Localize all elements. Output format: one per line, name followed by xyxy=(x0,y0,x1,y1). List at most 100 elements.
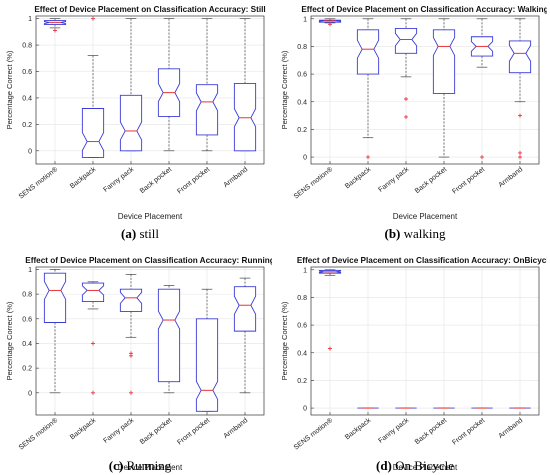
box-body xyxy=(81,282,105,302)
outlier-point xyxy=(91,16,95,21)
caption-still: (a) still xyxy=(5,226,275,242)
y-tick-label: 0 xyxy=(303,406,307,413)
y-tick-label: 0.6 xyxy=(22,69,32,76)
y-tick-label: 0.6 xyxy=(22,316,32,323)
y-tick-label: 0.2 xyxy=(297,127,307,134)
caption-text: walking xyxy=(400,226,446,241)
outlier-point xyxy=(404,114,408,119)
box-5 xyxy=(195,18,219,152)
box-body xyxy=(233,82,257,152)
box-body xyxy=(356,29,380,75)
box-body xyxy=(394,27,418,54)
x-tick-label: Front pocket xyxy=(451,417,486,447)
box-4 xyxy=(157,18,181,152)
box-1 xyxy=(318,269,342,351)
y-tick-label: 0.4 xyxy=(297,350,307,357)
plot-frame xyxy=(310,266,540,416)
outlier-point xyxy=(91,341,95,346)
x-tick-label: SENS motion® xyxy=(292,165,335,201)
x-tick-label: Armband xyxy=(498,166,525,189)
x-tick-label: Fanny pack xyxy=(377,417,410,445)
chart-panel-walking: Effect of Device Placement on Classifica… xyxy=(277,4,547,222)
box-6 xyxy=(233,277,257,394)
y-tick-label: 0 xyxy=(303,155,307,162)
box-body xyxy=(508,40,532,74)
box-body xyxy=(81,108,105,158)
caption-onbicycle: (d) On Bicycle xyxy=(280,458,550,474)
box-6 xyxy=(508,18,532,160)
x-tick-label: Back pocket xyxy=(414,417,448,446)
boxplot-chart: Effect of Device Placement on Classifica… xyxy=(280,5,547,221)
x-tick-label: Backpack xyxy=(69,417,98,442)
x-axis-label: Device Placement xyxy=(118,463,183,472)
x-tick-label: Backpack xyxy=(344,166,373,191)
box-6 xyxy=(233,18,257,152)
outlier-point xyxy=(328,346,332,351)
x-tick-label: Back pocket xyxy=(139,417,173,446)
y-tick-label: 0.4 xyxy=(297,99,307,106)
caption-running: (c) Running xyxy=(5,458,275,474)
outlier-point xyxy=(328,22,332,27)
boxplot-chart: Effect of Device Placement on Classifica… xyxy=(280,256,547,472)
box-5 xyxy=(195,288,219,412)
caption-text: Running xyxy=(123,458,172,473)
box-2 xyxy=(81,281,105,395)
box-4 xyxy=(432,18,456,158)
box-2 xyxy=(81,16,105,158)
outlier-point xyxy=(366,155,370,160)
box-3 xyxy=(394,18,418,119)
x-tick-label: Backpack xyxy=(344,417,373,442)
outlier-point xyxy=(91,390,95,395)
outlier-point xyxy=(518,113,522,118)
plot-frame xyxy=(35,266,265,416)
outlier-point xyxy=(129,353,133,358)
box-body xyxy=(43,272,67,323)
y-tick-label: 1 xyxy=(303,267,307,274)
box-3 xyxy=(119,18,143,152)
y-tick-label: 1 xyxy=(28,267,32,274)
y-tick-label: 0.4 xyxy=(22,341,32,348)
boxplot-chart: Effect of Device Placement on Classifica… xyxy=(5,5,266,221)
x-tick-label: Back pocket xyxy=(139,166,173,195)
x-tick-label: Armband xyxy=(498,417,525,440)
chart-title: Effect of Device Placement on Classifica… xyxy=(301,5,547,14)
boxplot-chart: Effect of Device Placement on Classifica… xyxy=(5,256,272,472)
x-tick-label: Armband xyxy=(223,417,250,440)
y-tick-label: 1 xyxy=(28,16,32,23)
box-4 xyxy=(157,285,181,394)
x-tick-label: SENS motion® xyxy=(292,416,335,452)
x-tick-label: SENS motion® xyxy=(17,165,60,201)
x-tick-label: Fanny pack xyxy=(102,417,135,445)
box-1 xyxy=(43,18,67,33)
y-tick-label: 1 xyxy=(303,16,307,23)
chart-title: Effect of Device Placement on Classifica… xyxy=(34,5,265,14)
box-body xyxy=(233,286,257,332)
caption-letter: (a) xyxy=(121,226,137,241)
caption-letter: (d) xyxy=(376,458,392,473)
box-body xyxy=(432,29,456,94)
box-1 xyxy=(43,269,67,394)
y-tick-label: 0.8 xyxy=(22,292,32,299)
chart-panel-still: Effect of Device Placement on Classifica… xyxy=(2,4,272,222)
y-tick-label: 0.8 xyxy=(297,295,307,302)
x-tick-label: Fanny pack xyxy=(102,166,135,194)
y-tick-label: 0.6 xyxy=(297,323,307,330)
chart-title: Effect of Device Placement on Classifica… xyxy=(25,256,272,265)
outlier-point xyxy=(404,96,408,101)
y-tick-label: 0 xyxy=(28,390,32,397)
x-tick-label: SENS motion® xyxy=(17,416,60,452)
box-body xyxy=(119,94,143,152)
y-tick-label: 0.2 xyxy=(22,366,32,373)
box-3 xyxy=(119,274,143,395)
y-axis-label: Percentage Correct (%) xyxy=(5,301,14,380)
x-tick-label: Fanny pack xyxy=(377,166,410,194)
y-tick-label: 0.4 xyxy=(22,95,32,102)
box-body xyxy=(195,318,219,412)
x-tick-label: Backpack xyxy=(69,166,98,191)
y-axis-label: Percentage Correct (%) xyxy=(280,301,289,380)
y-tick-label: 0.2 xyxy=(297,378,307,385)
outlier-point xyxy=(518,150,522,155)
x-axis-label: Device Placement xyxy=(393,212,458,221)
box-body xyxy=(119,288,143,312)
outlier-point xyxy=(518,155,522,160)
